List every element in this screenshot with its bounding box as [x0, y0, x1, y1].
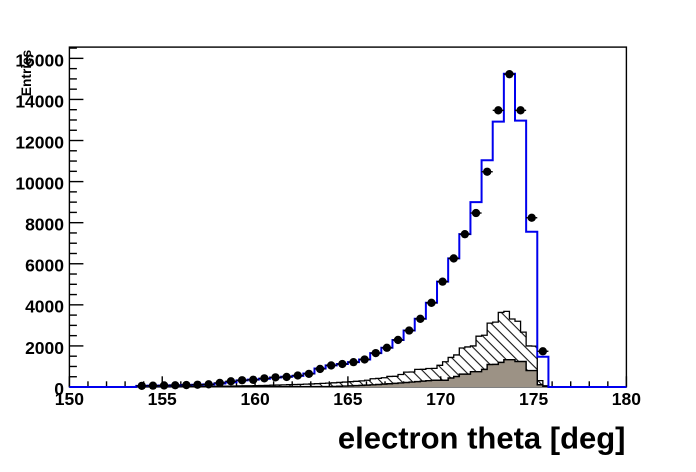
svg-text:8000: 8000 [25, 215, 64, 235]
svg-text:160: 160 [240, 389, 269, 409]
svg-text:6000: 6000 [25, 256, 64, 276]
svg-text:165: 165 [333, 389, 362, 409]
svg-text:14000: 14000 [15, 91, 64, 111]
svg-text:175: 175 [519, 389, 548, 409]
svg-text:155: 155 [148, 389, 177, 409]
svg-text:12000: 12000 [15, 132, 64, 152]
svg-text:electron theta [deg]: electron theta [deg] [338, 421, 626, 456]
svg-text:150: 150 [55, 389, 84, 409]
svg-text:10000: 10000 [15, 174, 64, 194]
svg-text:180: 180 [612, 389, 641, 409]
svg-text:4000: 4000 [25, 297, 64, 317]
svg-text:2000: 2000 [25, 338, 64, 358]
svg-text:Entries: Entries [19, 49, 34, 96]
svg-text:16000: 16000 [15, 50, 64, 70]
svg-text:0: 0 [54, 379, 64, 399]
svg-text:170: 170 [426, 389, 455, 409]
